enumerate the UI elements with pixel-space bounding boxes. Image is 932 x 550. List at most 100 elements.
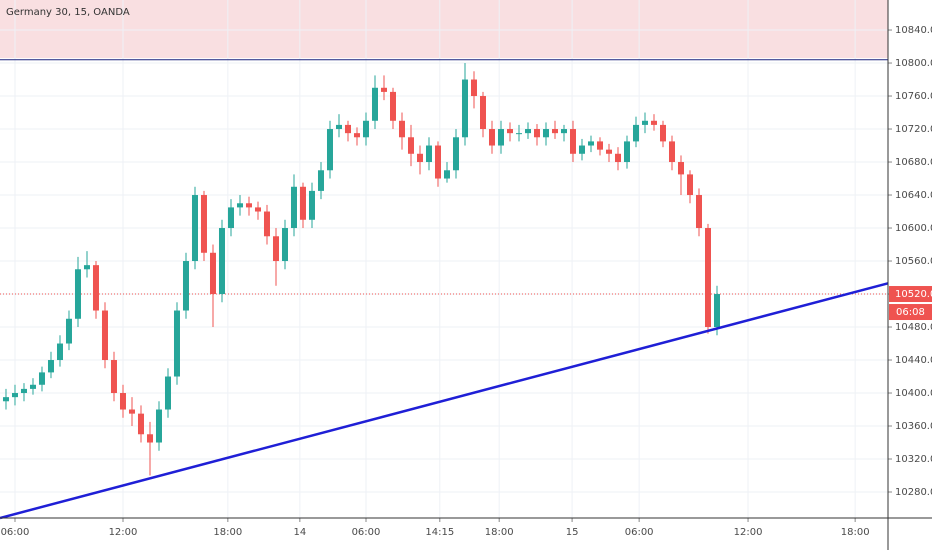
x-tick-label: 15: [566, 527, 579, 538]
candle-body: [434, 145, 441, 179]
x-tick-label: 06:00: [625, 527, 654, 538]
candle-body: [497, 129, 504, 146]
candle-body: [425, 145, 432, 163]
candle-body: [443, 170, 450, 179]
candle-body: [569, 129, 576, 154]
candle-body: [524, 129, 531, 134]
candle-body: [344, 124, 351, 134]
candle-body: [668, 141, 675, 163]
candle-body: [614, 153, 621, 163]
candle-body: [389, 91, 396, 121]
candle-body: [227, 207, 234, 229]
candle-body: [506, 129, 513, 134]
candle-body: [551, 129, 558, 134]
candle-body: [542, 129, 549, 138]
candle-body: [83, 265, 90, 270]
candle-body: [119, 393, 126, 410]
candle-body: [353, 133, 360, 138]
candle-body: [461, 79, 468, 138]
candle-body: [2, 397, 9, 402]
candle-body: [56, 343, 63, 361]
y-tick-label: 10320.0: [895, 454, 932, 465]
candle-body: [245, 203, 252, 208]
candle-body: [578, 145, 585, 154]
y-tick-label: 10640.0: [895, 190, 932, 201]
candle-body: [65, 318, 72, 344]
candle-body: [686, 174, 693, 196]
x-tick-label: 12:00: [109, 527, 138, 538]
candle-body: [371, 87, 378, 121]
candle-body: [137, 413, 144, 435]
candle-body: [488, 129, 495, 146]
y-tick-label: 10600.0: [895, 223, 932, 234]
countdown-box: [889, 304, 932, 321]
candle-body: [533, 129, 540, 138]
candle-body: [659, 124, 666, 142]
y-tick-label: 10800.0: [895, 58, 932, 69]
y-tick-label: 10360.0: [895, 421, 932, 432]
candle-body: [641, 120, 648, 125]
candle-body: [713, 294, 720, 328]
candle-body: [263, 211, 270, 237]
candle-body: [605, 149, 612, 154]
x-tick-label: 18:00: [213, 527, 242, 538]
x-tick-label: 06:00: [1, 527, 30, 538]
candle-body: [479, 96, 486, 130]
candle-body: [272, 236, 279, 262]
candle-body: [362, 120, 369, 138]
y-tick-label: 10760.0: [895, 91, 932, 102]
x-tick-label: 18:00: [485, 527, 514, 538]
candle-body: [200, 195, 207, 253]
candle-body: [110, 360, 117, 394]
candle-body: [632, 124, 639, 142]
x-tick-label: 12:00: [734, 527, 763, 538]
candle-body: [290, 186, 297, 229]
x-tick-label: 14: [293, 527, 306, 538]
candle-body: [236, 203, 243, 208]
y-tick-label: 10720.0: [895, 124, 932, 135]
candle-body: [470, 79, 477, 97]
resistance-zone: [0, 0, 888, 59]
x-tick-label: 14:15: [425, 527, 454, 538]
candle-body: [335, 124, 342, 130]
trendline: [0, 282, 889, 520]
y-tick-label: 10440.0: [895, 355, 932, 366]
candle-body: [587, 141, 594, 146]
candle-body: [191, 195, 198, 262]
y-tick-label: 10560.0: [895, 256, 932, 267]
chart-title: Germany 30, 15, OANDA: [6, 7, 130, 18]
countdown-label: 06:08: [896, 307, 925, 318]
candle-body: [209, 252, 216, 295]
candle-body: [596, 141, 603, 150]
candle-body: [650, 120, 657, 125]
y-tick-label: 10400.0: [895, 388, 932, 399]
x-tick-label: 18:00: [841, 527, 870, 538]
candle-body: [515, 133, 522, 135]
candle-body: [380, 87, 387, 92]
y-tick-label: 10480.0: [895, 322, 932, 333]
candle-body: [416, 153, 423, 163]
candle-body: [326, 129, 333, 171]
candle-body: [218, 228, 225, 295]
y-tick-label: 10680.0: [895, 157, 932, 168]
candle-body: [146, 434, 153, 443]
candle-body: [254, 207, 261, 212]
candle-body: [398, 120, 405, 138]
candle-body: [47, 360, 54, 373]
candle-body: [281, 228, 288, 262]
candle-body: [164, 376, 171, 410]
candle-body: [317, 170, 324, 191]
y-tick-label: 10280.0: [895, 487, 932, 498]
candle-body: [308, 190, 315, 220]
candle-body: [695, 195, 702, 229]
candle-body: [677, 162, 684, 175]
candle-body: [704, 228, 711, 328]
candle-body: [560, 129, 567, 134]
candle-body: [155, 409, 162, 443]
candle-body: [92, 265, 99, 311]
candle-body: [623, 141, 630, 163]
candle-body: [29, 384, 36, 389]
candle-body: [74, 269, 81, 319]
candle-body: [407, 137, 414, 154]
candle-body: [128, 409, 135, 414]
